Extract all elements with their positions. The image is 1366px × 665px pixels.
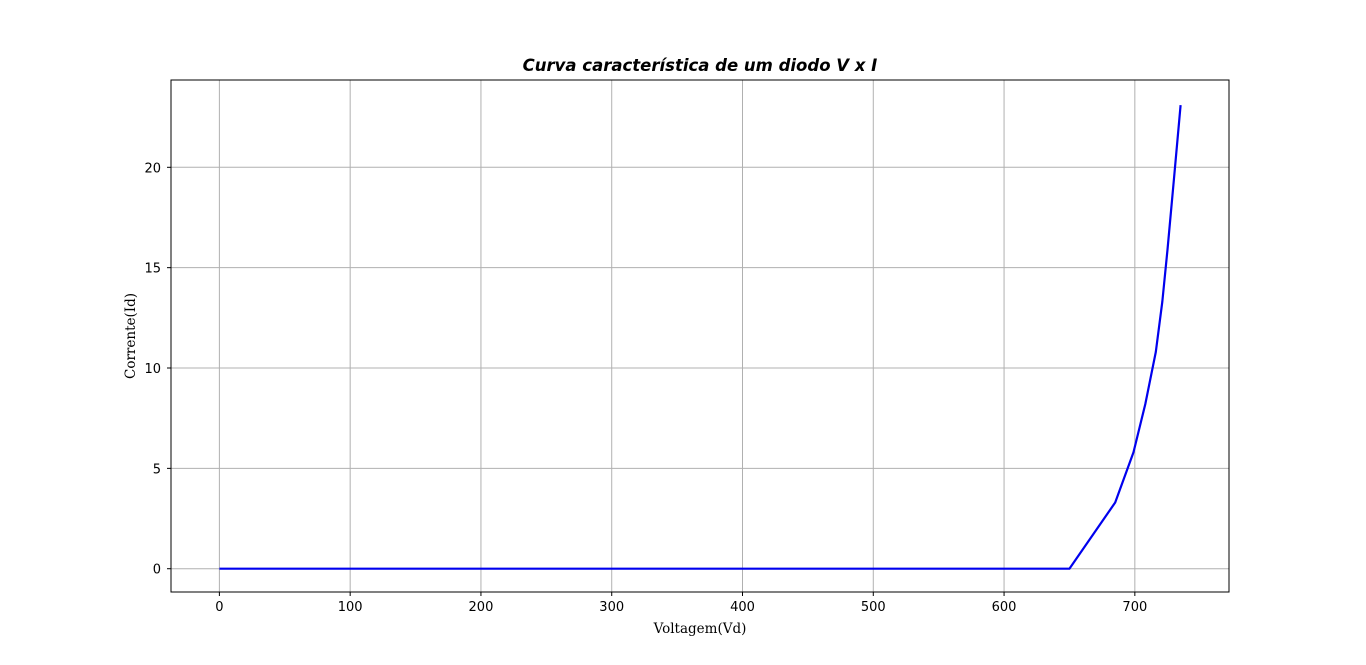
x-tick-label: 300 [599, 600, 624, 615]
y-tick-label: 20 [144, 161, 161, 176]
x-tick-label: 500 [861, 600, 886, 615]
series-line [219, 105, 1182, 570]
y-tick-label: 0 [153, 563, 161, 578]
y-axis: 0 5 10 15 20 [144, 161, 171, 578]
y-tick-label: 15 [144, 262, 161, 277]
x-tick-label: 100 [338, 600, 363, 615]
x-tick-label: 600 [992, 600, 1017, 615]
x-axis-label: Voltagem(Vd) [653, 621, 747, 637]
series-layer [219, 105, 1182, 570]
y-axis-label: Corrente(Id) [123, 293, 139, 379]
x-tick-label: 400 [730, 600, 755, 615]
x-axis: 0 100 200 300 400 500 600 700 [215, 592, 1147, 615]
y-tick-label: 5 [153, 462, 161, 477]
chart-title: Curva característica de um diodo V x I [523, 56, 878, 75]
y-tick-label: 10 [144, 362, 161, 377]
grid-layer [171, 80, 1229, 592]
plot-frame [170, 79, 1230, 593]
x-tick-label: 0 [215, 600, 223, 615]
x-tick-label: 700 [1122, 600, 1147, 615]
x-tick-label: 200 [469, 600, 494, 615]
